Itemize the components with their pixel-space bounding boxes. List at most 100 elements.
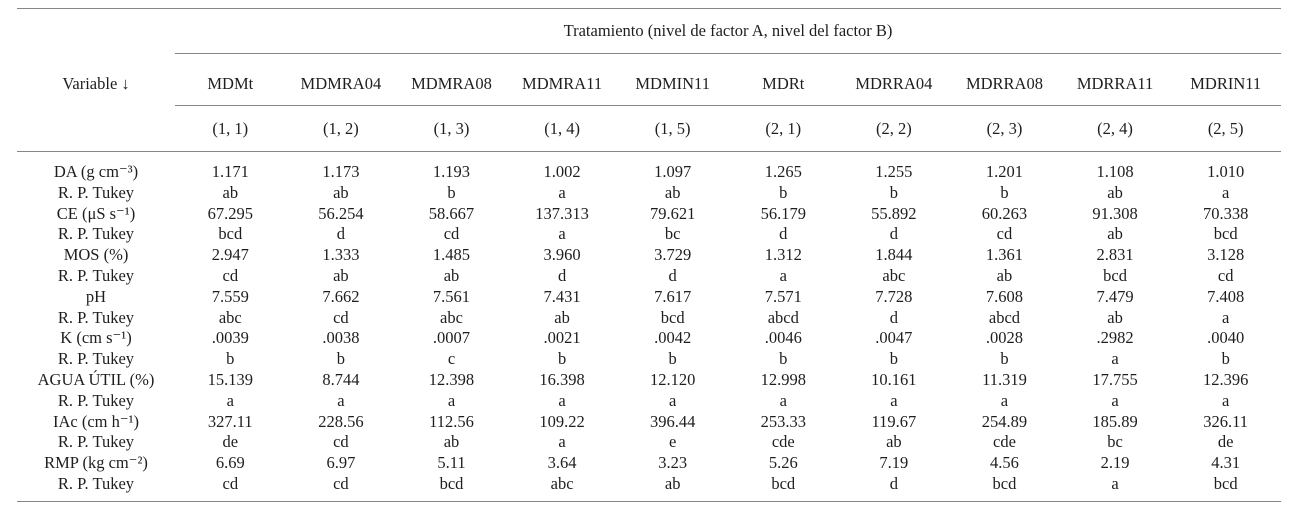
table-cell: 5.26 [768, 453, 798, 473]
table-cell: 7.662 [322, 286, 360, 306]
table-cell: b [889, 182, 898, 202]
treatment-column-header: MDMRA11 [506, 53, 618, 106]
table-cell: 1.844 [875, 245, 913, 265]
table-cell: 326.11 [1203, 411, 1249, 431]
table-cell: 70.338 [1203, 203, 1249, 223]
table-cell: 16.398 [539, 369, 585, 389]
column-levels-row: (1, 1) (1, 2) (1, 3) (1, 4) (1, 5) (2, 1) (2, … [17, 105, 1282, 152]
table-cell: 2.831 [1096, 245, 1134, 265]
table-cell: 253.33 [760, 411, 806, 431]
table-cell: ab [222, 182, 239, 202]
table-cell: d [889, 307, 898, 327]
table-cell: bcd [396, 473, 507, 502]
table-cell: a [558, 390, 566, 410]
treatment-level-header: (2, 1) [727, 105, 839, 152]
corner-cell [17, 8, 175, 54]
table-cell: cd [175, 473, 286, 502]
table-row: R. P. Tukey cd ab ab d d a abc ab bcd cd [17, 266, 1281, 287]
table-cell: abcd [767, 307, 799, 327]
row-label: R. P. Tukey [57, 390, 135, 410]
table-cell: a [890, 390, 898, 410]
table-cell: 1.265 [764, 162, 802, 181]
table-cell: a [1222, 390, 1230, 410]
table-cell: 17.755 [1092, 369, 1138, 389]
table-cell: 1.193 [432, 162, 471, 181]
treatment-column-header: MDRRA04 [838, 53, 950, 106]
table-cell: 1.010 [1207, 162, 1245, 181]
table-cell: ab [1107, 224, 1123, 244]
table-cell: bcd [218, 224, 243, 244]
results-table: Tratamiento (nivel de factor A, nivel de… [17, 8, 1282, 502]
table-cell: 4.56 [990, 453, 1019, 473]
table-cell: b [779, 349, 788, 369]
table-cell: d [838, 473, 950, 502]
row-label: IAc (cm h⁻¹) [52, 411, 140, 431]
table-cell: 1.333 [322, 245, 360, 265]
table-cell: b [668, 349, 677, 369]
table-cell: 6.69 [215, 453, 245, 473]
table-cell: ab [617, 473, 728, 502]
table-cell: ab [554, 307, 570, 327]
table-cell: bcd [1170, 473, 1282, 502]
table-cell: 396.44 [649, 411, 696, 431]
table-row: R. P. Tukey bcd d cd a bc d d cd ab bcd [17, 224, 1281, 245]
treatment-level-header: (1, 1) [175, 105, 286, 152]
table-cell: 56.254 [318, 203, 364, 223]
table-cell: de [222, 432, 239, 452]
table-row: K (cm s⁻¹) .0039 .0038 .0007 .0021 .0042 .0046… [17, 328, 1281, 349]
table-cell: d [779, 224, 788, 244]
table-cell: bc [664, 224, 681, 244]
table-cell: 12.398 [428, 369, 475, 389]
table-cell: c [447, 349, 456, 369]
treatment-level-header: (2, 3) [949, 105, 1060, 152]
row-label: AGUA ÚTIL (%) [37, 369, 155, 389]
table-cell: a [447, 390, 456, 410]
table-cell: d [668, 265, 677, 285]
table-cell: b [889, 349, 898, 369]
table-cell: 91.308 [1092, 203, 1138, 223]
row-label: R. P. Tukey [57, 307, 135, 327]
table-row: MOS (%) 2.947 1.333 1.485 3.960 3.729 1.312 1.8… [17, 245, 1281, 266]
table-cell: a [1222, 182, 1230, 202]
row-label: R. P. Tukey [57, 265, 135, 285]
table-cell: 3.23 [658, 453, 688, 473]
row-label: R. P. Tukey [57, 349, 135, 369]
table-cell: 3.128 [1207, 245, 1245, 265]
table-cell: a [1059, 473, 1171, 502]
table-cell: a [226, 390, 234, 410]
table-cell: 60.263 [981, 203, 1028, 223]
table-cell: 119.67 [871, 411, 917, 431]
table-cell: 56.179 [760, 203, 806, 223]
row-label: MOS (%) [63, 245, 129, 265]
table-cell: 327.11 [207, 411, 253, 431]
row-label: R. P. Tukey [57, 182, 135, 202]
table-cell: 6.97 [326, 453, 356, 473]
paper-table-page: Tratamiento (nivel de factor A, nivel de… [0, 8, 1299, 521]
table-cell: de [1217, 432, 1234, 452]
table-cell: 12.396 [1203, 369, 1249, 389]
table-cell: 67.295 [207, 203, 253, 223]
table-cell: bc [1107, 432, 1123, 452]
treatment-level-header: (2, 4) [1059, 105, 1171, 152]
table-cell: bcd [660, 307, 685, 327]
row-label: R. P. Tukey [57, 432, 135, 452]
table-cell: 7.608 [985, 286, 1024, 306]
table-row: pH 7.559 7.662 7.561 7.431 7.617 7.571 7.728 7.6… [17, 287, 1281, 308]
table-cell: d [889, 224, 898, 244]
table-cell: b [336, 349, 346, 369]
row-label: pH [85, 286, 107, 306]
table-cell: a [1222, 307, 1230, 327]
treatment-column-header: MDRRA11 [1059, 53, 1171, 106]
table-cell: abcd [988, 307, 1021, 327]
table-cell: cd [443, 224, 460, 244]
table-cell: 15.139 [207, 369, 253, 389]
table-cell: 7.561 [432, 286, 471, 306]
table-cell: abc [218, 307, 242, 327]
table-cell: 7.571 [764, 286, 802, 306]
table-cell: ab [1107, 182, 1123, 202]
table-cell: 12.998 [760, 369, 806, 389]
treatment-column-header: MDRt [727, 53, 839, 106]
row-label: R. P. Tukey [17, 473, 175, 502]
table-cell: 7.728 [875, 286, 913, 306]
table-cell: 3.729 [654, 245, 692, 265]
